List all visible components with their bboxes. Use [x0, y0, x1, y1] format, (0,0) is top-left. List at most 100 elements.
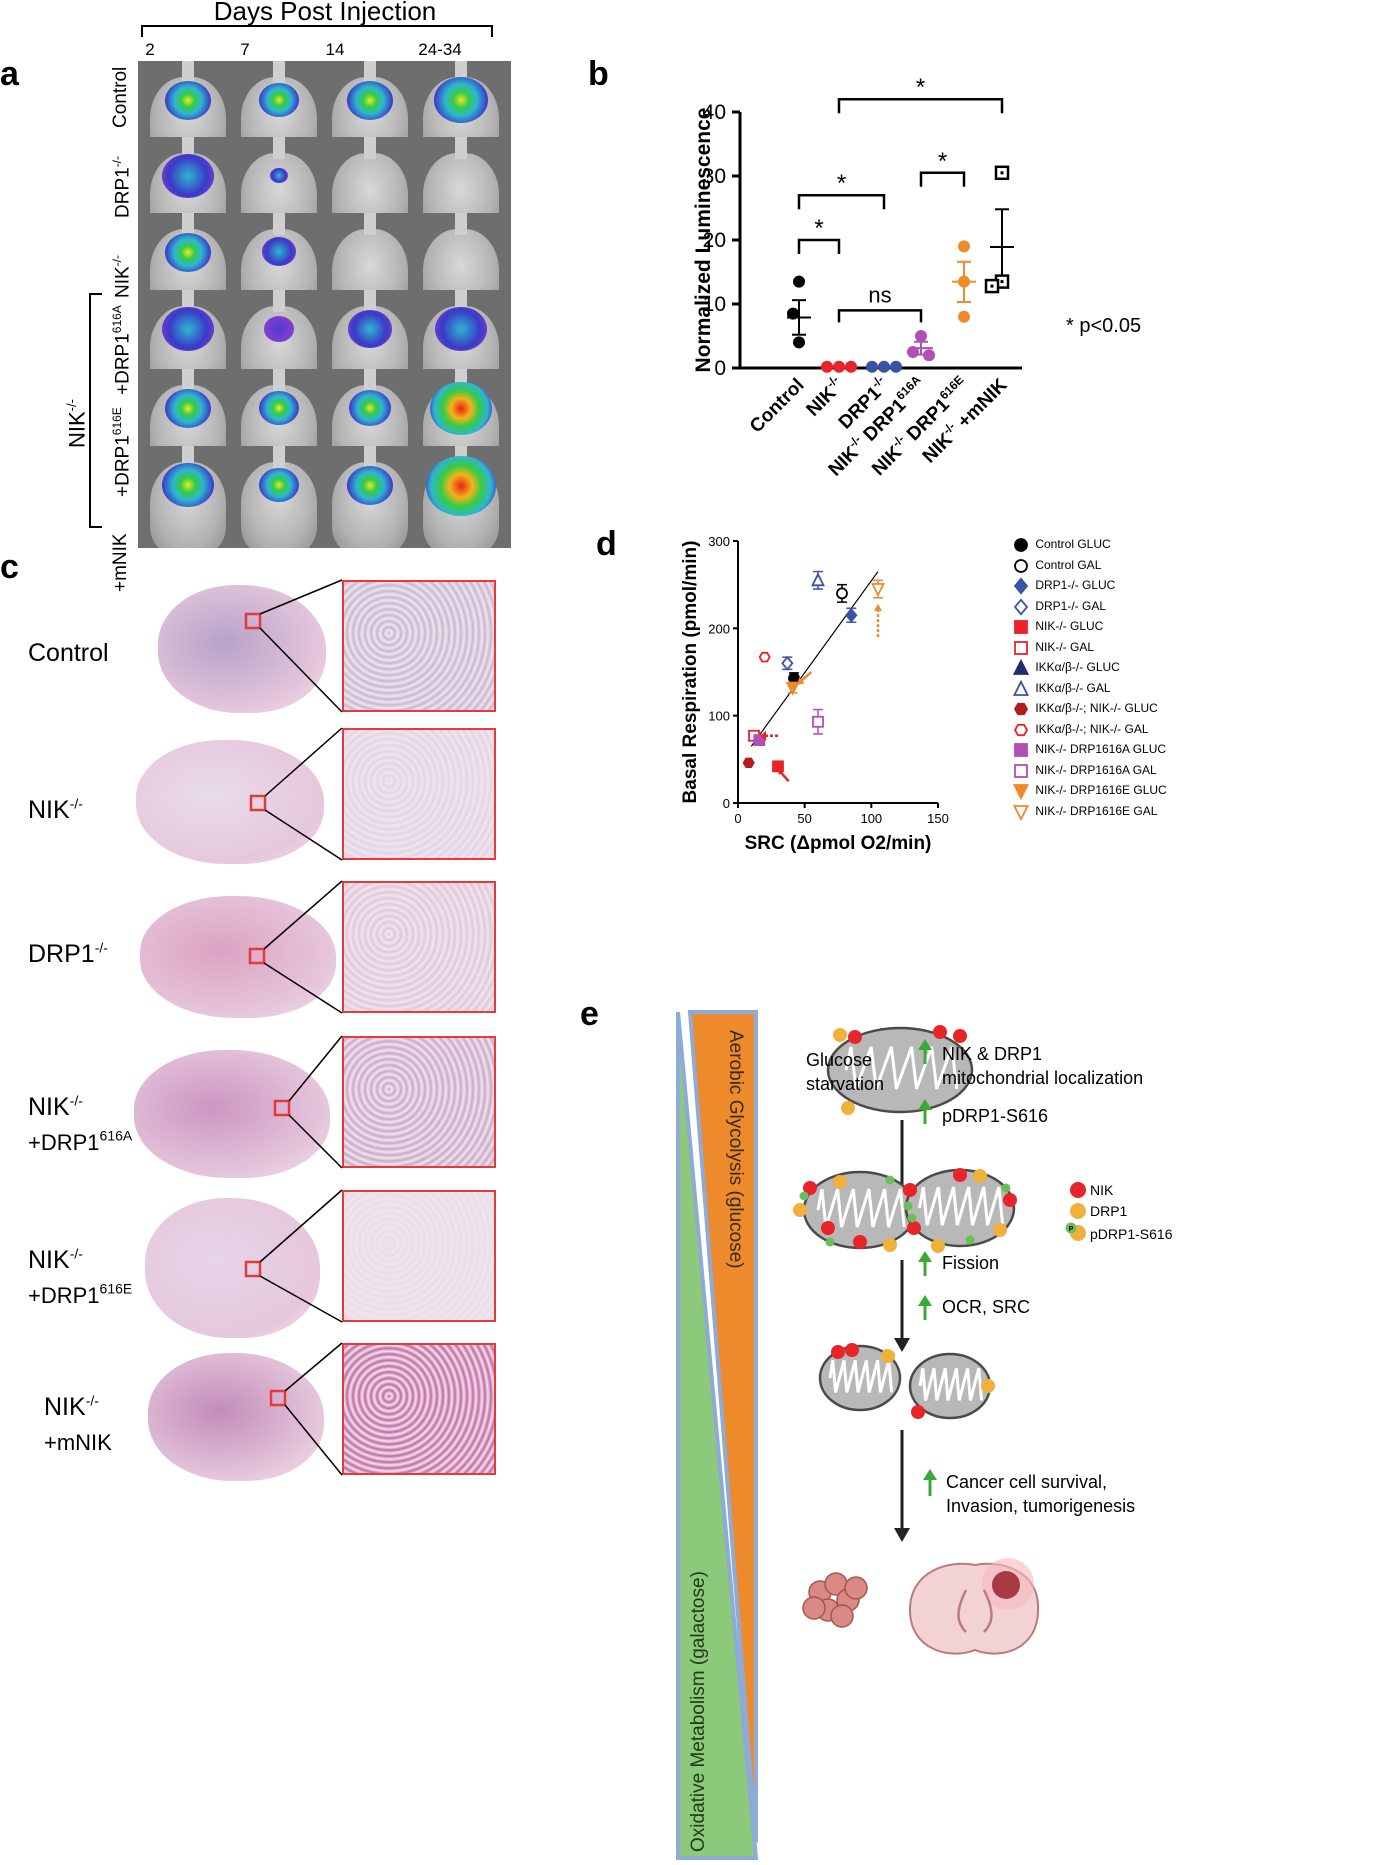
mouse-head-shape — [273, 290, 285, 312]
legend-entry: DRP1-/- GLUC — [1010, 577, 1115, 595]
pdrp1-dot — [799, 1191, 809, 1201]
bioluminescence-signal — [162, 307, 214, 352]
data-point — [758, 651, 771, 663]
legend-label: IKKα/β-/- GLUC — [1032, 660, 1120, 675]
chart-d-legend: Control GLUC Control GAL DRP1-/- GLUC DR… — [1010, 536, 1210, 836]
y-tick-label: 40 — [703, 101, 726, 124]
histology-label-line1: NIK — [44, 1393, 86, 1421]
data-point-center — [990, 284, 994, 288]
panel-letter-c: c — [0, 548, 19, 586]
data-point — [785, 681, 800, 696]
histology-row-label: NIK-/- — [28, 793, 83, 828]
mitochondria-schematic: P — [793, 1025, 1086, 1655]
data-point — [793, 275, 805, 288]
mouse-head-shape — [364, 290, 376, 312]
mouse-head-shape — [273, 61, 285, 83]
x-tick-label: 0 — [734, 811, 741, 826]
histology-label-line1: NIK — [28, 1093, 70, 1121]
legend-drp1-label: DRP1 — [1090, 1203, 1128, 1219]
pdrp1-dot — [1001, 1183, 1011, 1193]
drp1-dot — [833, 1028, 847, 1042]
bioluminescence-signal — [262, 237, 296, 267]
legend-p-glyph: P — [1069, 1226, 1074, 1233]
mitochondrion-outer — [826, 1026, 974, 1114]
localization-label: NIK & DRP1 mitochondrial localization — [942, 1044, 1144, 1089]
mouse-head-shape — [273, 369, 285, 391]
brain-section-image — [140, 896, 336, 1018]
legend-label: DRP1-/- GLUC — [1032, 578, 1116, 593]
significance-bracket — [919, 171, 966, 187]
histology-row-label: Control — [28, 636, 109, 671]
bioluminescence-signal — [162, 463, 214, 508]
bioluminescence-signal — [165, 388, 211, 428]
zoom-inset-image — [342, 1343, 496, 1475]
nik-dot — [1003, 1193, 1017, 1207]
histology-label-line1: DRP1 — [28, 940, 95, 968]
days-bracket — [141, 25, 493, 37]
brain-section-image — [134, 1050, 330, 1178]
bioluminescence-signal — [264, 316, 294, 342]
data-point — [742, 757, 755, 769]
category-label-sup: 616E — [937, 373, 967, 403]
mitochondrion-cristae — [918, 1368, 984, 1401]
drp1-dot — [973, 1169, 987, 1183]
pdrp1-label: pDRP1-S616 — [942, 1106, 1049, 1126]
brain-tumor — [992, 1571, 1020, 1599]
mouse-head-shape — [455, 290, 467, 312]
legend-label: NIK-/- DRP1616A GLUC — [1032, 742, 1167, 757]
row-label-control: Control — [110, 66, 131, 128]
histology-label-line2: +DRP1 — [28, 1283, 100, 1308]
legend-marker — [1014, 620, 1028, 634]
data-point-center — [1000, 280, 1004, 284]
timepoint-label: 2 — [145, 40, 155, 59]
data-point — [836, 587, 848, 600]
brain-section-image — [145, 1198, 320, 1338]
annotation-arrowhead — [776, 768, 784, 776]
y-tick-label: 0 — [723, 796, 730, 811]
ocr-src-label: OCR, SRC — [942, 1297, 1031, 1317]
bioluminescence-signal — [426, 456, 496, 516]
mitochondrion-cristae — [918, 1186, 1005, 1226]
legend-marker-shape — [1013, 597, 1029, 616]
x-tick-label: 150 — [927, 811, 949, 826]
y-axis-label: Normalized Luminescence — [692, 108, 715, 373]
legend-nik-label: NIK — [1090, 1182, 1114, 1198]
legend-marker — [1014, 743, 1028, 757]
legend-marker-shape — [1013, 723, 1029, 736]
significance-label: * — [837, 170, 846, 197]
legend-entry: IKKα/β-/- GLUC — [1010, 658, 1120, 677]
drp1-dot — [833, 1175, 847, 1189]
histology-row-label: NIK-/- +mNIK — [44, 1390, 112, 1460]
row-label-drp1: DRP1-/- — [110, 155, 134, 218]
mitochondrion-cristae — [844, 1046, 959, 1090]
brain-section-image — [148, 1353, 324, 1481]
ivis-image-tile — [320, 446, 420, 548]
mouse-head-shape — [364, 446, 376, 468]
histology-label-sup: -/- — [69, 1245, 83, 1262]
pdrp1-dot — [903, 1201, 913, 1211]
panel-letter-a: a — [0, 55, 19, 93]
legend-entry: NIK-/- DRP1616E GLUC — [1010, 782, 1167, 801]
legend-marker-shape — [1014, 620, 1028, 634]
row-label-drp1-616e: +DRP1616E — [110, 407, 134, 497]
mouse-head-shape — [455, 213, 467, 235]
ivis-image-tile — [229, 446, 329, 548]
nik-group-label: NIK-/- — [64, 399, 90, 448]
timepoint-label: 24-34 — [418, 40, 462, 59]
legend-marker-shape — [1014, 763, 1028, 778]
legend-entry: NIK-/- GAL — [1010, 639, 1094, 657]
brain-section-image — [158, 585, 326, 713]
timepoint-label: 7 — [240, 40, 250, 59]
annotation-arrowhead — [760, 730, 766, 741]
legend-entry: DRP1-/- GAL — [1010, 597, 1106, 616]
data-point — [845, 607, 858, 623]
nik-dot — [848, 1030, 862, 1044]
category-label: Control — [746, 375, 809, 438]
legend-marker-shape — [1014, 558, 1028, 573]
histology-label-sup: 616A — [99, 1127, 133, 1144]
bioluminescence-signal — [434, 77, 488, 124]
drp1-dot — [883, 1238, 897, 1252]
significance-bracket — [837, 309, 923, 323]
row-label-nik: NIK-/- — [110, 254, 134, 298]
legend-label: NIK-/- DRP1616A GAL — [1032, 762, 1157, 777]
